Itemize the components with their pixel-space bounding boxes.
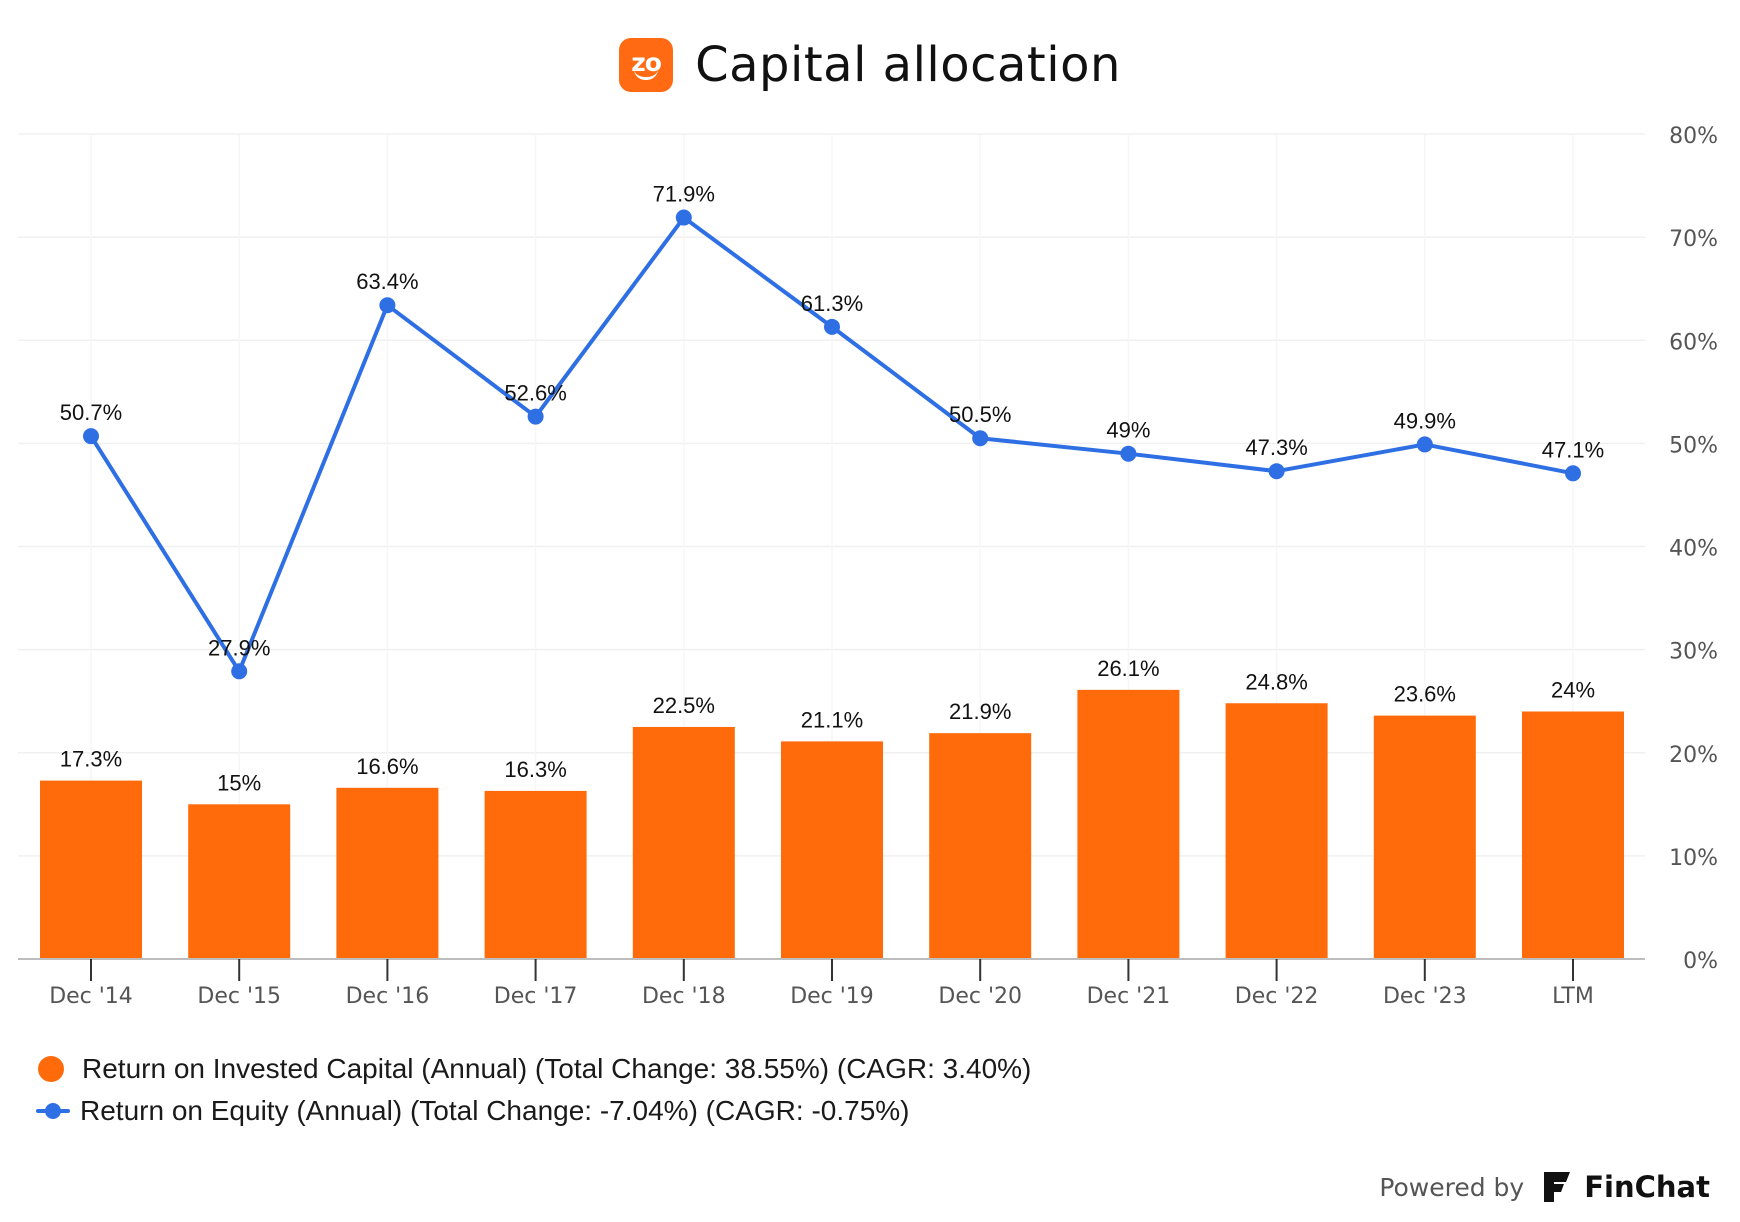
line-data-labels: 50.7% 27.9% 63.4% 52.6% 71.9% 61.3% 50.5% 49% 47… xyxy=(60,182,1604,661)
roe-point[interactable] xyxy=(675,209,692,226)
roe-point[interactable] xyxy=(824,318,840,335)
y-tick-label: 0% xyxy=(1683,949,1718,974)
bar-data-label: 17.3% xyxy=(60,747,122,772)
zo-logo-icon: zo xyxy=(619,38,674,92)
bar-data-label: 16.3% xyxy=(504,757,566,782)
x-tick-label: Dec '18 xyxy=(642,984,726,1009)
legend-item-roic[interactable]: Return on Invested Capital (Annual) (Tot… xyxy=(36,1048,1031,1090)
roe-point[interactable] xyxy=(1120,445,1137,462)
legend-dot-icon xyxy=(38,1056,64,1082)
bar-roic[interactable] xyxy=(1522,711,1624,960)
bar-roic[interactable] xyxy=(1373,715,1476,959)
chart-header: zo Capital allocation xyxy=(0,30,1740,100)
y-tick-label: 30% xyxy=(1669,640,1718,665)
x-tick-label: Dec '17 xyxy=(494,984,578,1009)
x-tick-label: Dec '20 xyxy=(938,984,1022,1009)
x-tick-label: Dec '15 xyxy=(197,984,281,1009)
line-data-label: 61.3% xyxy=(801,291,863,316)
logo-smile xyxy=(634,69,659,80)
legend-line-marker-icon xyxy=(36,1103,70,1119)
bar-roic[interactable] xyxy=(188,804,291,959)
bar-roic[interactable] xyxy=(1225,703,1328,959)
bar-data-label: 22.5% xyxy=(653,693,715,718)
powered-by[interactable]: Powered by FinChat xyxy=(1379,1170,1710,1204)
chart-title: Capital allocation xyxy=(695,37,1121,93)
roe-point[interactable] xyxy=(83,428,99,445)
x-tick-label: Dec '23 xyxy=(1383,984,1467,1009)
bar-roic[interactable] xyxy=(336,787,439,959)
y-tick-label: 70% xyxy=(1669,227,1718,252)
legend-item-roe[interactable]: Return on Equity (Annual) (Total Change:… xyxy=(36,1090,1031,1132)
line-data-label: 63.4% xyxy=(356,269,418,294)
line-data-label: 50.5% xyxy=(949,402,1011,427)
chart-plot: 0%10%20%30%40%50%60%70%80% Dec '14 Dec '1… xyxy=(18,124,1718,1009)
chart-legend: Return on Invested Capital (Annual) (Tot… xyxy=(36,1048,1031,1132)
line-data-label: 47.3% xyxy=(1245,435,1307,460)
bar-series xyxy=(40,689,1624,960)
line-data-label: 49.9% xyxy=(1394,408,1456,433)
bar-data-label: 21.1% xyxy=(801,707,863,732)
y-tick-label: 40% xyxy=(1669,537,1718,562)
line-data-label: 47.1% xyxy=(1542,437,1604,462)
bar-roic[interactable] xyxy=(929,733,1032,959)
line-data-label: 71.9% xyxy=(653,182,715,207)
bar-data-label: 21.9% xyxy=(949,699,1011,724)
roe-point[interactable] xyxy=(231,663,248,680)
x-tick-label: Dec '16 xyxy=(346,984,430,1009)
x-tick-label: Dec '14 xyxy=(49,984,133,1009)
bar-data-label: 15% xyxy=(217,770,261,795)
x-axis: Dec '14 Dec '15 Dec '16 Dec '17 Dec '18 Dec '… xyxy=(18,958,1645,1009)
x-tick-label: Dec '22 xyxy=(1235,984,1319,1009)
bar-roic[interactable] xyxy=(781,741,883,959)
bar-roic[interactable] xyxy=(484,790,587,959)
roe-point[interactable] xyxy=(1416,436,1433,453)
line-data-label: 49% xyxy=(1106,418,1150,443)
roe-point[interactable] xyxy=(527,408,544,425)
x-tick-label: Dec '19 xyxy=(790,984,874,1009)
bar-data-label: 24% xyxy=(1551,678,1595,703)
line-data-label: 52.6% xyxy=(504,381,566,406)
bar-data-labels: 17.3% 15% 16.6% 16.3% 22.5% 21.1% 21.9% 26.1% 24… xyxy=(60,656,1595,795)
bar-data-label: 16.6% xyxy=(356,754,418,779)
bar-data-label: 26.1% xyxy=(1097,656,1159,681)
bar-data-label: 23.6% xyxy=(1394,682,1456,707)
bar-roic[interactable] xyxy=(40,780,142,959)
roe-point[interactable] xyxy=(1565,465,1581,482)
bar-data-label: 24.8% xyxy=(1245,669,1307,694)
line-data-label: 27.9% xyxy=(208,635,270,660)
y-tick-label: 50% xyxy=(1669,433,1718,458)
roe-point[interactable] xyxy=(972,430,989,447)
x-tick-label: Dec '21 xyxy=(1087,984,1171,1009)
bar-roic[interactable] xyxy=(632,726,735,959)
y-tick-label: 20% xyxy=(1669,743,1718,768)
powered-by-text: Powered by xyxy=(1379,1172,1525,1202)
finchat-logo-icon xyxy=(1544,1172,1571,1202)
y-tick-label: 60% xyxy=(1669,330,1718,355)
roe-point[interactable] xyxy=(1268,463,1285,480)
y-tick-label: 80% xyxy=(1669,124,1718,149)
y-axis-ticks: 0% 10% 20% 30% 40% 50% 60% 70% 80% xyxy=(1669,124,1718,974)
y-tick-label: 10% xyxy=(1669,846,1718,871)
legend-label: Return on Equity (Annual) (Total Change:… xyxy=(80,1095,910,1126)
bar-roic[interactable] xyxy=(1077,689,1180,959)
x-tick-label: LTM xyxy=(1552,984,1594,1009)
roe-point[interactable] xyxy=(379,297,396,314)
legend-label: Return on Invested Capital (Annual) (Tot… xyxy=(82,1053,1032,1084)
line-series xyxy=(83,209,1581,680)
finchat-brand: FinChat xyxy=(1584,1170,1710,1204)
line-data-label: 50.7% xyxy=(60,400,122,425)
